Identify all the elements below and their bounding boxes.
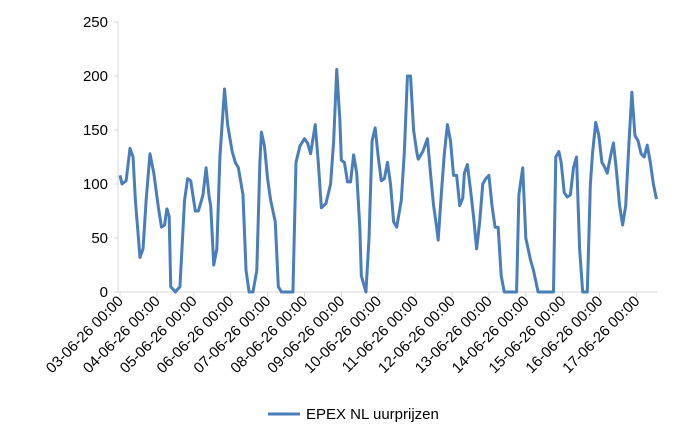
y-tick-label: 100 [83,176,108,193]
y-tick-label: 0 [100,284,108,301]
y-tick-label: 200 [83,68,108,85]
y-tick-label: 50 [91,230,108,247]
y-tick-label: 150 [83,122,108,139]
y-tick-label: 250 [83,14,108,31]
line [118,68,658,294]
legend-label: EPEX NL uurprijzen [306,406,439,423]
